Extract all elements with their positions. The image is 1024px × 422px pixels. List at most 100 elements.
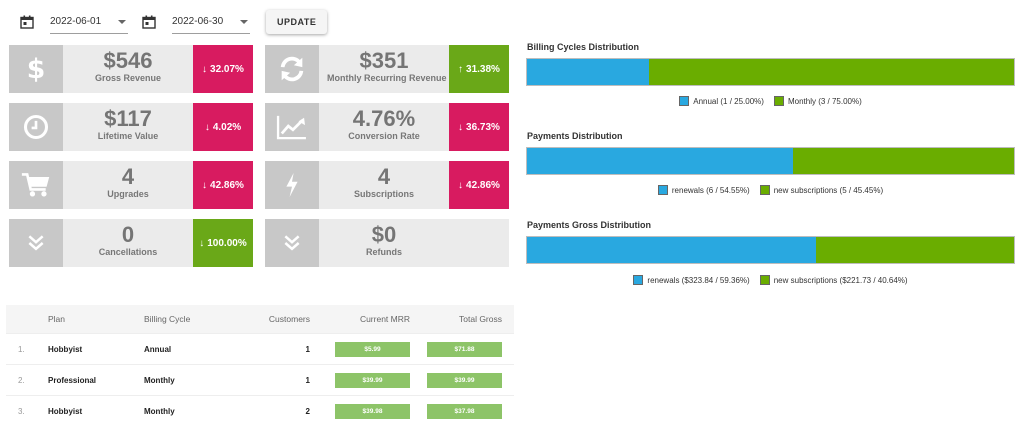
arrow-down-icon: ↓	[204, 121, 210, 133]
kpi-label: Upgrades	[107, 189, 149, 199]
kpi-lifetime-value: $117 Lifetime Value ↓ 4.02%	[9, 103, 253, 151]
chevron-down-icon	[240, 19, 248, 24]
legend-item: new subscriptions (5 / 45.45%)	[759, 185, 883, 195]
kpi-change-badge: ↑ 31.38%	[449, 45, 509, 93]
refresh-icon	[265, 45, 319, 93]
kpi-value: 4.76%	[352, 106, 416, 131]
row-index: 2.	[18, 375, 25, 385]
bar-segment-annual	[527, 59, 649, 85]
column-header-total-gross[interactable]: Total Gross	[459, 314, 502, 324]
cell-total-gross: $71.88	[427, 341, 502, 357]
bar-segment-renewals	[527, 237, 817, 263]
billing-cycles-title: Billing Cycles Distribution	[527, 42, 640, 52]
cell-billing-cycle: Monthly	[144, 406, 175, 416]
kpi-monthly-recurring-revenue: $351 Monthly Recurring Revenue ↑ 31.38%	[265, 45, 509, 93]
cell-total-gross: $39.99	[427, 372, 502, 388]
arrow-up-icon: ↑	[458, 63, 464, 75]
kpi-value: $117	[104, 106, 152, 131]
billing-cycles-bar	[526, 58, 1015, 86]
double-chevron-down-icon	[265, 219, 319, 267]
cell-current-mrr: $5.99	[335, 341, 410, 357]
row-index: 3.	[18, 406, 25, 416]
svg-text:$: $	[27, 54, 46, 84]
kpi-conversion-rate: 4.76% Conversion Rate ↓ 36.73%	[265, 103, 509, 151]
legend-item: Annual (1 / 25.00%)	[679, 96, 764, 106]
row-index: 1.	[18, 344, 25, 354]
column-header-customers[interactable]: Customers	[268, 314, 310, 324]
kpi-value: 4	[377, 164, 391, 189]
kpi-label: Monthly Recurring Revenue	[327, 73, 447, 83]
end-date-select[interactable]: 2022-06-30	[172, 10, 250, 34]
arrow-down-icon: ↓	[199, 237, 205, 249]
kpi-subscriptions: 4 Subscriptions ↓ 42.86%	[265, 161, 509, 209]
calendar-icon[interactable]	[20, 15, 34, 29]
billing-cycles-legend: Annual (1 / 25.00%) Monthly (3 / 75.00%)	[526, 96, 1015, 106]
calendar-icon[interactable]	[142, 15, 156, 29]
kpi-label: Cancellations	[98, 247, 158, 257]
arrow-down-icon: ↓	[202, 179, 208, 191]
trend-line-icon	[265, 103, 319, 151]
table-row: 1. Hobbyist Annual 1 $5.99 $71.88	[6, 334, 514, 365]
payments-gross-legend: renewals ($323.84 / 59.36%) new subscrip…	[526, 275, 1015, 285]
arrow-down-icon: ↓	[458, 121, 464, 133]
start-date-value: 2022-06-01	[50, 16, 102, 27]
date-filter-bar: 2022-06-01 2022-06-30 UPDATE	[20, 8, 328, 36]
kpi-label: Subscriptions	[353, 189, 414, 199]
kpi-change-badge: ↓ 42.86%	[449, 161, 509, 209]
kpi-value: $546	[103, 48, 153, 73]
start-date-select[interactable]: 2022-06-01	[50, 10, 128, 34]
payments-distribution-bar	[526, 147, 1015, 175]
bar-segment-renewals	[527, 148, 793, 174]
kpi-label: Gross Revenue	[94, 73, 162, 83]
kpi-label: Lifetime Value	[97, 131, 159, 141]
kpi-value: 0	[121, 222, 135, 247]
kpi-change-badge: ↓ 100.00%	[193, 219, 253, 267]
column-header-billing-cycle[interactable]: Billing Cycle	[144, 314, 191, 324]
cell-billing-cycle: Monthly	[144, 375, 175, 385]
payments-gross-bar	[526, 236, 1015, 264]
update-button[interactable]: UPDATE	[266, 10, 328, 34]
cell-billing-cycle: Annual	[144, 344, 172, 354]
cart-icon	[9, 161, 63, 209]
end-date-value: 2022-06-30	[172, 16, 224, 27]
kpi-change-badge: ↓ 32.07%	[193, 45, 253, 93]
start-date-group: 2022-06-01	[20, 10, 128, 34]
kpi-refunds: $0 Refunds	[265, 219, 509, 267]
kpi-cancellations: 0 Cancellations ↓ 100.00%	[9, 219, 253, 267]
chevron-down-icon	[118, 19, 126, 24]
legend-item: Monthly (3 / 75.00%)	[773, 96, 862, 106]
bar-segment-new-subscriptions	[816, 237, 1014, 263]
table-header-row: Plan Billing Cycle Customers Current MRR…	[6, 305, 514, 334]
legend-swatch	[759, 275, 770, 285]
plans-table: Plan Billing Cycle Customers Current MRR…	[6, 305, 514, 422]
bar-segment-new-subscriptions	[792, 148, 1014, 174]
kpi-upgrades: 4 Upgrades ↓ 42.86%	[9, 161, 253, 209]
kpi-change-badge	[449, 219, 509, 267]
kpi-change-badge: ↓ 36.73%	[449, 103, 509, 151]
payments-gross-title: Payments Gross Distribution	[527, 220, 652, 230]
cell-current-mrr: $39.99	[335, 372, 410, 388]
kpi-gross-revenue: $ $546 Gross Revenue ↓ 32.07%	[9, 45, 253, 93]
clock-icon	[9, 103, 63, 151]
table-row: 3. Hobbyist Monthly 2 $39.98 $37.98	[6, 396, 514, 422]
legend-swatch	[657, 185, 668, 195]
dollar-icon: $	[9, 45, 63, 93]
kpi-label: Conversion Rate	[348, 131, 420, 141]
legend-swatch	[633, 275, 644, 285]
column-header-current-mrr[interactable]: Current MRR	[359, 314, 410, 324]
kpi-change-badge: ↓ 42.86%	[193, 161, 253, 209]
end-date-group: 2022-06-30	[142, 10, 250, 34]
legend-swatch	[773, 96, 784, 106]
cell-total-gross: $37.98	[427, 403, 502, 419]
cell-customers: 2	[305, 406, 310, 416]
legend-item: renewals ($323.84 / 59.36%)	[633, 275, 750, 285]
legend-swatch	[759, 185, 770, 195]
payments-distribution-title: Payments Distribution	[527, 131, 623, 141]
bar-segment-monthly	[648, 59, 1014, 85]
cell-customers: 1	[305, 344, 310, 354]
legend-item: new subscriptions ($221.73 / 40.64%)	[759, 275, 908, 285]
kpi-change-badge: ↓ 4.02%	[193, 103, 253, 151]
cell-plan: Hobbyist	[48, 406, 83, 416]
column-header-plan[interactable]: Plan	[48, 314, 66, 324]
legend-swatch	[679, 96, 690, 106]
